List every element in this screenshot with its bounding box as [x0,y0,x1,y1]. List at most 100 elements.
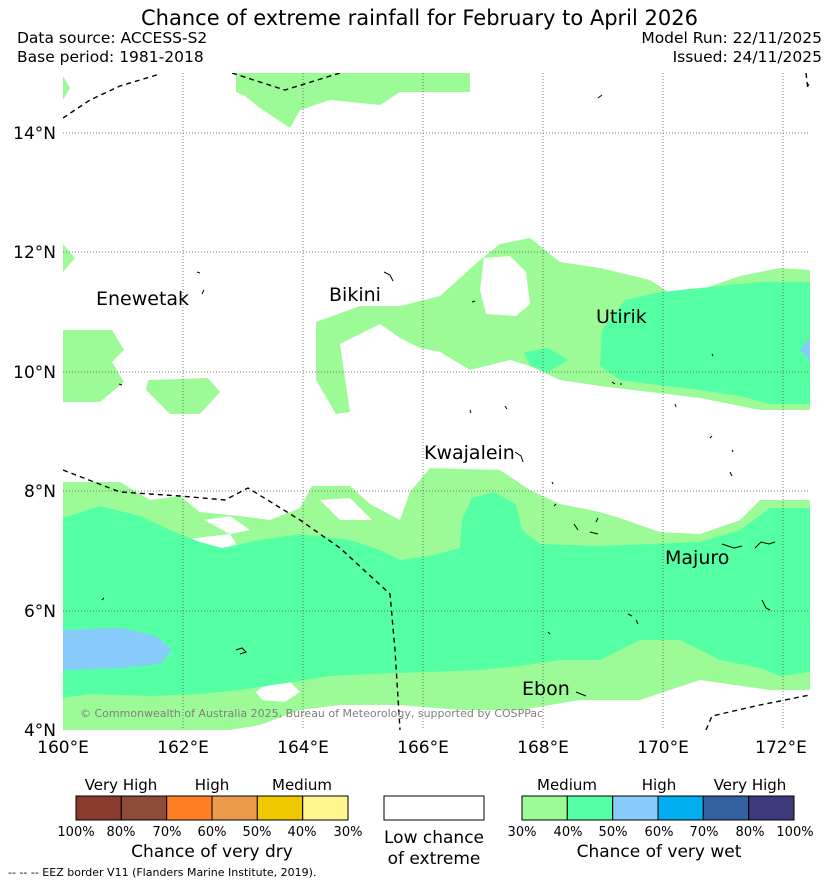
neutral-caption-line1: Low chance [384,828,484,848]
legend-dry: Very High High Medium 100% 80% 70% 60% 5… [57,776,362,862]
wet-swatch [521,795,568,821]
label-majuro: Majuro [665,547,729,569]
wet-tick: 80% [736,825,765,840]
lon-label: 162°E [157,738,209,758]
wet-caption: Chance of very wet [577,842,742,862]
issued-date: Issued: 24/11/2025 [672,48,822,66]
map-title: Chance of extreme rainfall for February … [141,6,698,30]
dry-swatch [166,795,213,821]
lat-label: 4°N [24,721,56,741]
wet-group-medium: Medium [537,776,597,794]
base-period: Base period: 1981-2018 [17,48,204,66]
dry-caption: Chance of very dry [131,842,293,862]
wet-region-south-core [63,492,810,698]
wet-region-west-small [146,378,220,414]
eez-footnote: -- -- -- EEZ border V11 (Flanders Marine… [8,866,317,879]
wet-region-east-small [524,348,568,372]
dry-group-medium: Medium [272,776,332,794]
lat-label: 8°N [24,482,56,502]
label-enewetak: Enewetak [96,288,189,310]
dry-group-high: High [195,776,229,794]
data-source: Data source: ACCESS-S2 [17,29,208,47]
dry-tick: 50% [243,825,272,840]
neutral-swatch [383,795,485,821]
dry-group-very-high: Very High [85,776,158,794]
utirik-island [597,94,734,477]
wet-region-west-edge-2 [63,244,75,272]
dry-tick: 70% [153,825,182,840]
dry-tick: 80% [107,825,136,840]
wet-group-very-high: Very High [714,776,787,794]
longitude-labels: 160°E 162°E 164°E 166°E 168°E 170°E 172°… [37,738,807,758]
enewetak-island [118,271,205,386]
dry-tick: 60% [198,825,227,840]
ebon-island [101,83,810,697]
dry-swatch [211,795,258,821]
label-ebon: Ebon [522,678,570,700]
island-coastlines [101,83,810,697]
bikini-island [383,271,476,303]
wet-tick: 100% [776,825,813,840]
dry-tick: 40% [288,825,317,840]
label-utirik: Utirik [596,306,647,328]
hole-east-south [560,470,760,534]
label-kwajalein: Kwajalein [424,442,515,464]
wet-region-southwest-blue [63,628,172,670]
copyright-notice: © Commonwealth of Australia 2025, Bureau… [80,707,543,720]
dry-swatch [256,795,304,821]
lat-label: 6°N [24,602,56,622]
wet-50-60-regions [63,338,810,670]
dry-swatch [75,795,122,821]
neutral-caption-line2: of extreme [388,849,481,869]
wet-tick: 50% [599,825,628,840]
wet-region-west-edge [63,76,70,100]
eez-border-north [231,73,341,91]
wet-tick: 30% [508,825,537,840]
legend-wet: Medium High Very High 30% 40% 50% 60% 70… [508,776,814,862]
wet-swatch [612,795,659,821]
dry-tick: 100% [57,825,94,840]
wet-40-50-regions [63,282,810,698]
hole-bikini-area [480,256,530,316]
lon-label: 164°E [277,738,329,758]
lon-label: 170°E [637,738,689,758]
eez-border-west [63,469,401,730]
lat-label: 12°N [13,243,56,263]
wet-tick: 40% [554,825,583,840]
model-run: Model Run: 22/11/2025 [641,29,822,47]
label-bikini: Bikini [329,284,381,306]
map-plot-area [63,73,810,730]
dry-tick: 30% [334,825,363,840]
eez-border-northwest [63,73,161,119]
wet-swatch [748,795,795,821]
latitude-labels: 14°N 12°N 10°N 8°N 6°N 4°N [13,124,56,741]
majuro-island [573,517,776,625]
header-right: Model Run: 22/11/2025 Issued: 24/11/2025 [641,29,822,67]
dry-swatch [302,795,349,821]
hole-mid-south [320,498,372,520]
eez-border-southeast [705,694,810,730]
wet-group-high: High [642,776,676,794]
eez-borders [63,73,810,730]
wet-swatch [657,795,704,821]
wet-region-east-edge-blue [800,338,810,360]
wet-region-east [600,282,810,404]
legend-neutral: Low chance of extreme [383,795,485,869]
lat-label: 14°N [13,124,56,144]
hole-upper-band [346,342,470,398]
wet-swatch [702,795,750,821]
wet-region-west [63,330,124,402]
lat-label: 10°N [13,363,56,383]
lon-label: 166°E [397,738,449,758]
wet-swatch [566,795,614,821]
lon-label: 172°E [755,738,807,758]
lon-label: 168°E [517,738,569,758]
header-left: Data source: ACCESS-S2 Base period: 1981… [17,29,207,67]
dry-swatch [120,795,168,821]
kwajalein-island [469,405,557,507]
hole-south-west-1 [204,516,250,534]
wet-tick: 70% [690,825,719,840]
wet-tick: 60% [645,825,674,840]
lon-label: 160°E [37,738,89,758]
